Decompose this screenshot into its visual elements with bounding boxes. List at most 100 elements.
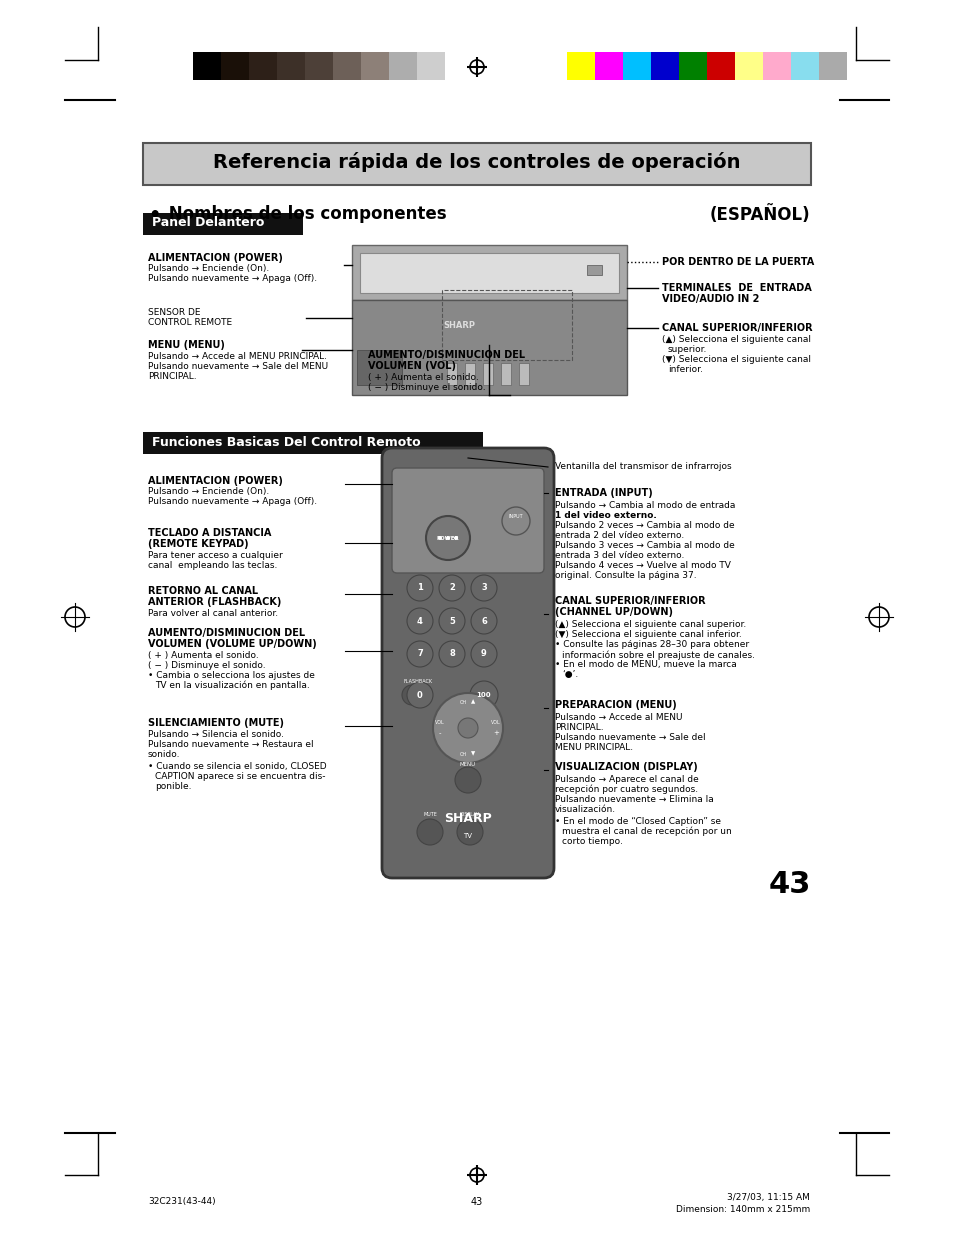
Circle shape xyxy=(438,576,464,601)
Text: (ESPAÑOL): (ESPAÑOL) xyxy=(709,205,809,224)
Bar xyxy=(352,300,626,395)
Bar xyxy=(818,52,846,80)
Text: recepción por cuatro segundos.: recepción por cuatro segundos. xyxy=(555,785,698,794)
Bar xyxy=(734,52,762,80)
Text: Pulsando → Aparece el canal de: Pulsando → Aparece el canal de xyxy=(555,776,698,784)
Bar xyxy=(305,52,333,80)
Text: Pulsando 3 veces → Cambia al modo de: Pulsando 3 veces → Cambia al modo de xyxy=(555,541,734,550)
Text: (▲) Selecciona el siguiente canal: (▲) Selecciona el siguiente canal xyxy=(661,335,810,345)
Text: 43: 43 xyxy=(471,1197,482,1207)
Text: +: + xyxy=(493,730,498,736)
Bar xyxy=(416,52,444,80)
Text: información sobre el preajuste de canales.: información sobre el preajuste de canale… xyxy=(561,650,754,659)
Text: ( + ) Aumenta el sonido.: ( + ) Aumenta el sonido. xyxy=(148,651,258,659)
Text: Pulsando → Enciende (On).: Pulsando → Enciende (On). xyxy=(148,487,269,496)
Text: (▼) Selecciona el siguiente canal: (▼) Selecciona el siguiente canal xyxy=(661,354,810,364)
Text: ( − ) Disminuye el sonido.: ( − ) Disminuye el sonido. xyxy=(368,383,485,391)
Bar xyxy=(221,52,249,80)
Text: Para volver al canal anterior.: Para volver al canal anterior. xyxy=(148,609,278,618)
Text: 0: 0 xyxy=(416,690,422,699)
Text: TV en la visualización en pantalla.: TV en la visualización en pantalla. xyxy=(154,680,310,690)
Text: Pulsando nuevamente → Sale del: Pulsando nuevamente → Sale del xyxy=(555,734,705,742)
Text: PREPARACION (MENU): PREPARACION (MENU) xyxy=(555,700,676,710)
Bar xyxy=(650,52,679,80)
Text: Pulsando nuevamente → Elimina la: Pulsando nuevamente → Elimina la xyxy=(555,795,713,804)
Circle shape xyxy=(501,508,530,535)
Circle shape xyxy=(471,608,497,634)
Text: Para tener acceso a cualquier: Para tener acceso a cualquier xyxy=(148,551,282,559)
Text: TV: TV xyxy=(463,832,472,839)
Text: 100: 100 xyxy=(476,692,491,698)
Text: muestra el canal de recepción por un: muestra el canal de recepción por un xyxy=(561,827,731,836)
Text: (▼) Selecciona el siguiente canal inferior.: (▼) Selecciona el siguiente canal inferi… xyxy=(555,630,741,638)
Text: CH: CH xyxy=(459,699,466,704)
Text: CANAL SUPERIOR/INFERIOR: CANAL SUPERIOR/INFERIOR xyxy=(661,324,812,333)
Text: 1: 1 xyxy=(416,583,422,593)
Bar xyxy=(762,52,790,80)
Bar xyxy=(622,52,650,80)
Circle shape xyxy=(471,576,497,601)
Text: VIDEO/AUDIO IN 2: VIDEO/AUDIO IN 2 xyxy=(661,294,759,304)
Text: inferior.: inferior. xyxy=(667,366,702,374)
Text: FLASHBACK: FLASHBACK xyxy=(403,679,433,684)
Bar xyxy=(441,290,572,359)
Text: DISPLAY: DISPLAY xyxy=(459,811,479,816)
Text: 3/27/03, 11:15 AM: 3/27/03, 11:15 AM xyxy=(726,1193,809,1202)
Bar xyxy=(500,363,511,385)
Text: Funciones Basicas Del Control Remoto: Funciones Basicas Del Control Remoto xyxy=(152,436,420,450)
Text: MUTE: MUTE xyxy=(422,811,436,816)
FancyBboxPatch shape xyxy=(392,468,543,573)
Text: CH: CH xyxy=(459,752,466,757)
Text: • Consulte las páginas 28–30 para obtener: • Consulte las páginas 28–30 para obtene… xyxy=(555,640,748,650)
Text: 5: 5 xyxy=(449,616,455,625)
Text: •: • xyxy=(148,206,160,225)
Circle shape xyxy=(416,819,442,845)
Bar xyxy=(444,52,473,80)
Circle shape xyxy=(401,685,421,705)
Text: Panel Delantero: Panel Delantero xyxy=(152,216,264,230)
Text: Pulsando nuevamente → Apaga (Off).: Pulsando nuevamente → Apaga (Off). xyxy=(148,274,316,283)
Text: CAPTION aparece si se encuentra dis-: CAPTION aparece si se encuentra dis- xyxy=(154,772,325,781)
Text: ‘●’.: ‘●’. xyxy=(561,671,578,679)
Text: INPUT: INPUT xyxy=(508,515,523,520)
Text: ponible.: ponible. xyxy=(154,782,192,790)
Text: 6: 6 xyxy=(480,616,486,625)
Text: corto tiempo.: corto tiempo. xyxy=(561,837,622,846)
Bar xyxy=(143,432,482,454)
Text: Ventanilla del transmisor de infrarrojos: Ventanilla del transmisor de infrarrojos xyxy=(555,462,731,471)
Text: POWER: POWER xyxy=(436,536,459,541)
Text: (CHANNEL UP/DOWN): (CHANNEL UP/DOWN) xyxy=(555,606,672,618)
Circle shape xyxy=(407,641,433,667)
Text: SHARP: SHARP xyxy=(442,321,475,330)
Text: entrada 2 del vídeo externo.: entrada 2 del vídeo externo. xyxy=(555,531,683,540)
FancyBboxPatch shape xyxy=(381,448,554,878)
Circle shape xyxy=(407,576,433,601)
Bar xyxy=(518,363,529,385)
Text: PRINCIPAL.: PRINCIPAL. xyxy=(555,722,603,732)
Bar xyxy=(193,52,221,80)
Text: (▲) Selecciona el siguiente canal superior.: (▲) Selecciona el siguiente canal superi… xyxy=(555,620,745,629)
Text: sonido.: sonido. xyxy=(148,750,180,760)
Text: Pulsando 2 veces → Cambia al modo de: Pulsando 2 veces → Cambia al modo de xyxy=(555,521,734,530)
Bar xyxy=(249,52,276,80)
Text: TECLADO A DISTANCIA: TECLADO A DISTANCIA xyxy=(148,529,271,538)
Circle shape xyxy=(437,536,441,540)
Text: POR DENTRO DE LA PUERTA: POR DENTRO DE LA PUERTA xyxy=(661,257,814,267)
Bar xyxy=(595,52,622,80)
Text: Pulsando → Accede al MENU PRINCIPAL.: Pulsando → Accede al MENU PRINCIPAL. xyxy=(148,352,327,361)
Text: 8: 8 xyxy=(449,650,455,658)
Text: ANTERIOR (FLASHBACK): ANTERIOR (FLASHBACK) xyxy=(148,597,281,606)
Text: Pulsando → Silencia el sonido.: Pulsando → Silencia el sonido. xyxy=(148,730,284,739)
Text: Pulsando 4 veces → Vuelve al modo TV: Pulsando 4 veces → Vuelve al modo TV xyxy=(555,561,730,571)
Text: AUMENTO/DISMINUCION DEL: AUMENTO/DISMINUCION DEL xyxy=(148,629,305,638)
Text: (REMOTE KEYPAD): (REMOTE KEYPAD) xyxy=(148,538,249,550)
Text: MENU: MENU xyxy=(459,762,476,767)
Bar xyxy=(464,363,475,385)
Text: ALIMENTACION (POWER): ALIMENTACION (POWER) xyxy=(148,253,283,263)
Text: visualización.: visualización. xyxy=(555,805,616,814)
Text: ( − ) Disminuye el sonido.: ( − ) Disminuye el sonido. xyxy=(148,661,265,671)
Circle shape xyxy=(471,641,497,667)
Circle shape xyxy=(407,682,433,708)
Circle shape xyxy=(456,819,482,845)
Text: 4: 4 xyxy=(416,616,422,625)
